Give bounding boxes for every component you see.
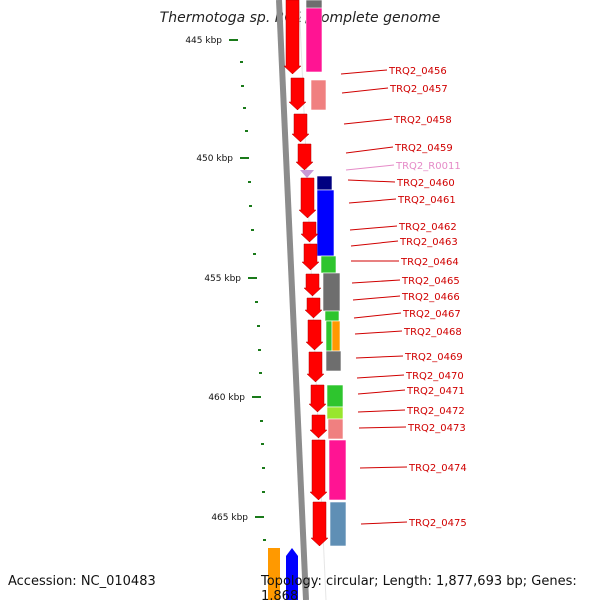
gene-leader-line xyxy=(357,409,406,413)
gene-label: TRQ2_0462 xyxy=(398,222,457,233)
cog-segment xyxy=(322,272,341,312)
gene-arrow xyxy=(306,351,325,383)
gene-leader-line xyxy=(345,164,395,171)
gene-leader-line xyxy=(349,225,398,231)
gene-label: TRQ2_0474 xyxy=(408,463,467,474)
scale-label: 455 kbp xyxy=(204,274,241,284)
gene-arrow-blue xyxy=(286,548,298,600)
gene-label: TRQ2_0473 xyxy=(407,423,466,434)
gene-arrow xyxy=(283,0,302,75)
gene-arrow xyxy=(298,177,317,219)
scale-label: 460 kbp xyxy=(208,393,245,403)
cog-segment xyxy=(331,320,341,352)
gene-label: TRQ2_0469 xyxy=(404,352,463,363)
gene-leader-line xyxy=(341,87,389,94)
gene-block-orange xyxy=(268,548,280,600)
gene-label: TRQ2_0456 xyxy=(388,66,447,77)
gene-label: TRQ2_0471 xyxy=(406,386,465,397)
cog-segment xyxy=(310,79,327,111)
gene-leader-line xyxy=(357,389,406,395)
gene-arrow xyxy=(291,113,310,143)
gene-leader-line xyxy=(355,355,404,359)
cog-segment xyxy=(316,189,335,257)
gene-arrow xyxy=(310,501,329,547)
gene-label: TRQ2_0465 xyxy=(401,276,460,287)
accession-text: Accession: NC_010483 xyxy=(8,574,156,589)
gene-label: TRQ2_0460 xyxy=(396,178,455,189)
gene-leader-line xyxy=(340,69,388,75)
gene-arrow xyxy=(304,297,323,319)
cog-segment xyxy=(325,350,342,372)
gene-label: TRQ2_0472 xyxy=(406,406,465,417)
gene-label: TRQ2_0457 xyxy=(389,84,448,95)
gene-arrow xyxy=(301,243,320,271)
scale-ticks: 445 kbp 450 kbp 455 kbp 460 kbp 465 kbp xyxy=(185,36,266,541)
cog-segment xyxy=(305,0,323,9)
gene-arrow xyxy=(305,319,324,351)
gene-leader-line xyxy=(351,279,401,284)
backbone-line xyxy=(276,0,309,600)
gene-leader-line xyxy=(347,179,396,183)
scale-label: 450 kbp xyxy=(196,154,233,164)
gene-label: TRQ2_R0011 xyxy=(395,161,461,172)
gene-label: TRQ2_0458 xyxy=(393,115,452,126)
cog-segment xyxy=(327,418,344,440)
gene-leader-line xyxy=(358,426,407,429)
cog-segments xyxy=(305,0,347,547)
gene-leader-line xyxy=(360,521,408,525)
gene-leader-line xyxy=(354,330,403,335)
gene-labels: TRQ2_0456 TRQ2_0457 TRQ2_0458 TRQ2_0459 TRQ2… xyxy=(340,66,467,529)
gene-arrows xyxy=(268,0,329,600)
gene-leader-line xyxy=(345,146,394,154)
cog-segment xyxy=(320,255,337,274)
gene-label: TRQ2_0467 xyxy=(402,309,461,320)
cog-segment xyxy=(326,384,344,408)
cog-segment xyxy=(326,406,344,420)
gene-leader-line xyxy=(348,198,397,204)
gene-arrow xyxy=(308,384,327,413)
topology-text: Topology: circular; Length: 1,877,693 bp… xyxy=(261,574,577,600)
cog-segment xyxy=(325,320,333,352)
cog-segment xyxy=(324,310,340,322)
cog-segment xyxy=(329,501,347,547)
gene-leader-line xyxy=(352,295,401,301)
gene-label: TRQ2_0461 xyxy=(397,195,456,206)
gene-label: TRQ2_0468 xyxy=(403,327,462,338)
gene-label: TRQ2_0459 xyxy=(394,143,453,154)
gene-arrow xyxy=(295,143,314,171)
gene-label: TRQ2_0464 xyxy=(400,257,459,268)
gene-leader-line xyxy=(350,240,399,247)
rna-marker-icon xyxy=(300,170,314,178)
gene-arrow xyxy=(309,439,328,501)
gene-label: TRQ2_0463 xyxy=(399,237,458,248)
gene-leader-line xyxy=(343,118,393,125)
gene-label: TRQ2_0475 xyxy=(408,518,467,529)
scale-label: 465 kbp xyxy=(211,513,248,523)
gene-label: TRQ2_0466 xyxy=(401,292,460,303)
scale-label: 445 kbp xyxy=(185,36,222,46)
gene-arrow xyxy=(309,414,328,439)
gene-arrow xyxy=(288,77,307,111)
gene-leader-line xyxy=(353,312,402,319)
gene-leader-line xyxy=(359,466,408,469)
gene-arrow xyxy=(300,221,319,243)
cog-segment xyxy=(305,0,323,73)
cog-segment xyxy=(316,175,333,191)
gene-label: TRQ2_0470 xyxy=(405,371,464,382)
gene-arrow xyxy=(303,273,322,297)
cog-segment xyxy=(328,439,347,501)
gene-leader-line xyxy=(356,374,405,379)
